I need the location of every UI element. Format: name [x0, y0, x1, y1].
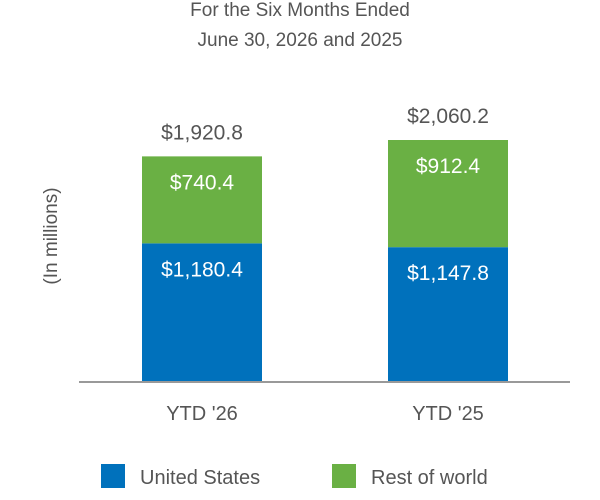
total-label: $2,060.2 [407, 105, 489, 128]
bar-segment-rest-of-world [388, 140, 508, 248]
x-tick-labels: YTD '26 YTD '25 [166, 403, 484, 425]
chart-title-line-1: For the Six Months Ended [190, 0, 410, 21]
bar-segment-united-states [142, 243, 262, 382]
x-tick-label: YTD '25 [412, 403, 484, 425]
legend-label-rest-of-world: Rest of world [371, 467, 488, 489]
bar-segment-united-states [388, 247, 508, 382]
data-label-united-states: $1,147.8 [407, 262, 489, 285]
legend-swatch-united-states [101, 464, 125, 488]
legend: United States Rest of world [101, 464, 488, 489]
bar-segment-rest-of-world [142, 156, 262, 244]
data-label-united-states: $1,180.4 [161, 258, 243, 281]
data-label-rest-of-world: $912.4 [416, 155, 481, 178]
total-label: $1,920.8 [161, 121, 243, 144]
y-axis-label: (In millions) [41, 187, 62, 284]
legend-label-united-states: United States [140, 467, 260, 489]
x-tick-label: YTD '26 [166, 403, 238, 425]
data-label-rest-of-world: $740.4 [170, 171, 235, 194]
bars-layer: $1,180.4 $740.4 $1,920.8 $1,147.8 $912.4 $2,0… [142, 105, 508, 382]
legend-swatch-rest-of-world [332, 464, 356, 488]
chart-title-line-2: June 30, 2026 and 2025 [198, 30, 403, 51]
